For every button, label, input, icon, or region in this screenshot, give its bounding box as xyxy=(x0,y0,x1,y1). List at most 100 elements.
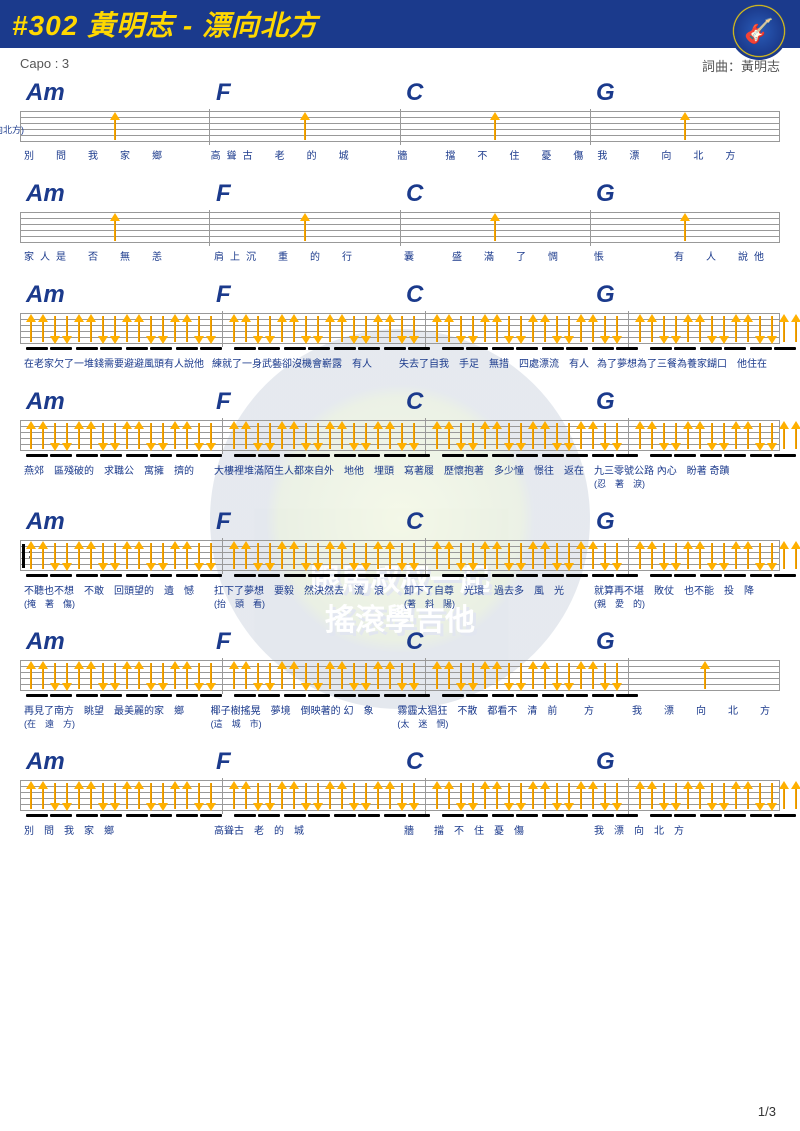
strum-down-icon xyxy=(600,781,610,811)
measure xyxy=(629,418,800,454)
strum-down-icon xyxy=(349,421,359,451)
chord-label: F xyxy=(210,79,400,107)
strum-up-icon xyxy=(277,661,287,691)
lyric-sub: (太 迷 惘) xyxy=(397,717,576,730)
beam-row xyxy=(20,814,780,820)
strum-down-icon xyxy=(110,421,120,451)
strum-down-icon xyxy=(468,661,478,691)
beam-group xyxy=(20,347,228,353)
lyrics-line: 在老家欠了一堆錢需要避避風頭有人說他練就了一身武藝卻沒機會嶄露 有人失去了自我 … xyxy=(20,355,780,370)
subheader: Capo : 3 詞曲：黃明志 xyxy=(0,48,800,79)
beam-row xyxy=(20,694,780,700)
strum-down-icon xyxy=(719,781,729,811)
chord-label: F xyxy=(210,748,400,776)
strum-up-icon xyxy=(277,421,287,451)
strum-up-icon xyxy=(731,541,741,571)
strum-up-icon xyxy=(74,421,84,451)
strum-up-icon xyxy=(576,661,586,691)
strum-down-icon xyxy=(146,421,156,451)
strum-down-icon xyxy=(349,661,359,691)
strum-down-icon xyxy=(265,541,275,571)
chord-label: Am xyxy=(20,748,210,776)
measure xyxy=(426,778,629,814)
strum-down-icon xyxy=(349,781,359,811)
lyric-cell: 高聳古 老 的 城 xyxy=(207,147,394,162)
chord-label: G xyxy=(590,628,780,656)
strum-down-icon xyxy=(671,314,681,344)
strum-up-icon xyxy=(635,541,645,571)
strum-up-icon xyxy=(38,661,48,691)
strum-down-icon xyxy=(158,314,168,344)
strum-down-icon xyxy=(671,541,681,571)
strum-up-icon xyxy=(480,314,490,344)
strum-down-icon xyxy=(612,661,622,691)
strum-down-icon xyxy=(456,661,466,691)
strum-up-icon xyxy=(779,781,789,811)
strum-down-icon xyxy=(98,781,108,811)
chord-label: Am xyxy=(20,180,210,208)
strum-up-icon xyxy=(576,421,586,451)
strum-down-icon xyxy=(349,314,359,344)
strum-up-icon xyxy=(731,781,741,811)
brand-logo-icon xyxy=(730,2,788,60)
lyric-sub: (忍 著 淚) xyxy=(594,477,776,490)
strum-up-icon xyxy=(683,541,693,571)
measure xyxy=(20,778,223,814)
page-number: 1/3 xyxy=(758,1104,776,1119)
strum-up-icon xyxy=(229,781,239,811)
measure xyxy=(223,778,426,814)
chord-label: G xyxy=(590,79,780,107)
chord-row: AmFCG在老家欠了一堆錢需要避避風頭有人說他練就了一身武藝卻沒機會嶄露 有人失… xyxy=(20,281,780,370)
strum-up-icon xyxy=(26,421,36,451)
chord-label: G xyxy=(590,388,780,416)
strum-up-icon xyxy=(743,781,753,811)
strum-up-icon xyxy=(74,314,84,344)
strum-up-icon xyxy=(26,781,36,811)
strum-down-icon xyxy=(456,421,466,451)
strum-down-icon xyxy=(516,421,526,451)
lyric-sub: (這 城 市) xyxy=(211,717,390,730)
strum-up-icon xyxy=(74,781,84,811)
lyric-cell: 九三零號公路 內心 盼著 奇蹟(忍 著 淚) xyxy=(590,462,780,490)
strum-up-icon xyxy=(588,421,598,451)
strum-up-icon xyxy=(432,314,442,344)
chord-sheet: 跟馬叔叔一起 搖滾學吉他 AmFCG(漂向北方)別 問 我 家 鄉高聳古 老 的… xyxy=(0,79,800,837)
lyric-sub: (親 愛 的) xyxy=(594,597,776,610)
strum-up-icon xyxy=(325,661,335,691)
measure xyxy=(223,538,426,574)
strum-up-icon xyxy=(134,541,144,571)
strum-up-icon xyxy=(695,541,705,571)
strum-up-icon xyxy=(337,781,347,811)
strum-down-icon xyxy=(516,661,526,691)
strum-up-icon xyxy=(325,781,335,811)
strum-up-icon xyxy=(695,421,705,451)
strum-up-icon xyxy=(289,314,299,344)
strum-up-icon xyxy=(647,541,657,571)
strum-up-icon xyxy=(695,314,705,344)
chord-label: F xyxy=(210,508,400,536)
lyric-cell: 椰子樹搖晃 夢境 倒映著的 幻 象(這 城 市) xyxy=(207,702,394,730)
beam-group xyxy=(228,454,436,460)
beam-group xyxy=(436,454,644,460)
strum-down-icon xyxy=(265,661,275,691)
strum-up-icon xyxy=(170,421,180,451)
strum-up-icon xyxy=(385,314,395,344)
strum-down-icon xyxy=(755,421,765,451)
strum-down-icon xyxy=(409,661,419,691)
strum-down-icon xyxy=(397,661,407,691)
strum-down-icon xyxy=(456,781,466,811)
strum-up-icon xyxy=(588,661,598,691)
strum-down-icon xyxy=(767,314,777,344)
strum-down-icon xyxy=(707,781,717,811)
measure xyxy=(629,778,800,814)
beam-group xyxy=(644,347,800,353)
chord-label: F xyxy=(210,388,400,416)
strum-up-icon xyxy=(134,781,144,811)
strum-down-icon xyxy=(301,661,311,691)
chord-label: C xyxy=(400,748,590,776)
strum-up-icon xyxy=(492,314,502,344)
strum-up-icon xyxy=(588,781,598,811)
lyric-cell: 囊 盛 滿 了 惆 xyxy=(400,248,590,263)
strum-down-icon xyxy=(361,541,371,571)
strum-down-icon xyxy=(504,781,514,811)
